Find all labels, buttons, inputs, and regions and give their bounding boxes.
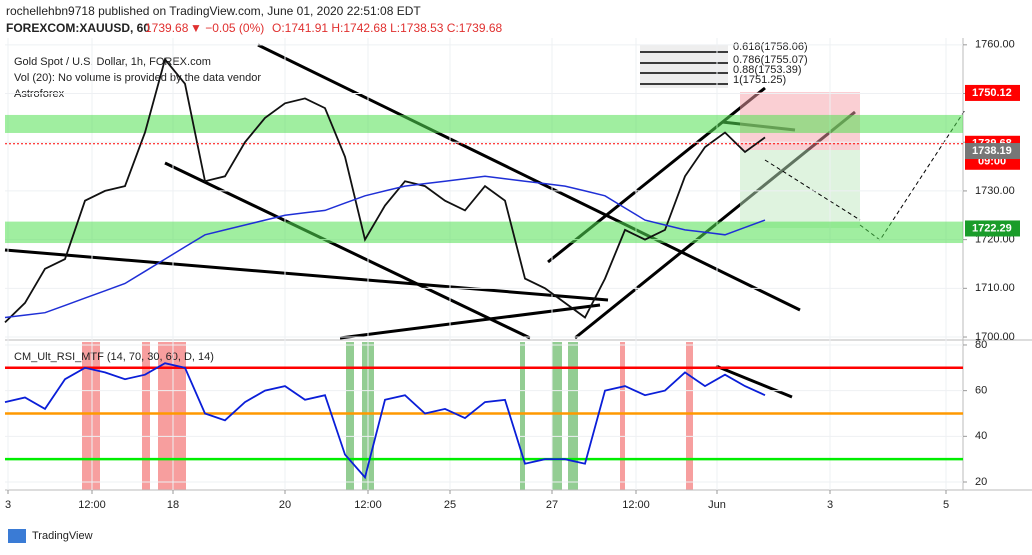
x-tick-label: 3 (827, 499, 833, 511)
y-tick-label: 20 (975, 476, 987, 488)
drawings (4, 43, 966, 399)
x-tick-label: 18 (167, 499, 179, 511)
x-tick-label: 20 (279, 499, 291, 511)
highlight (552, 342, 562, 490)
price-tag (965, 84, 1020, 101)
y-tick-label: 40 (975, 430, 987, 442)
price-tag-label: 1750.12 (972, 87, 1012, 99)
x-tick-label: 5 (943, 499, 949, 511)
series-line (4, 362, 766, 480)
y-tick-label: 1720.00 (975, 234, 1015, 246)
x-tick-label: 12:00 (78, 499, 106, 511)
highlight (520, 342, 525, 490)
fib-levels (640, 51, 728, 85)
ohlc: O:1741.91 H:1742.68 L:1738.53 C:1739.68 (272, 21, 503, 35)
y-tick-label: 1700.00 (975, 331, 1015, 343)
series-line (4, 175, 766, 319)
trend-line (339, 303, 601, 340)
highlight (142, 342, 150, 490)
target-zone (740, 150, 860, 228)
y-tick-label: 1710.00 (975, 282, 1015, 294)
highlight (346, 342, 354, 490)
x-tick-label: 27 (546, 499, 558, 511)
highlight (686, 342, 693, 490)
highlight (82, 342, 100, 490)
y-tick-label: 1730.00 (975, 185, 1015, 197)
fib-label: 0.618(1758.06) (733, 41, 808, 53)
x-tick-label: 12:00 (622, 499, 650, 511)
x-tick-label: Jun (708, 499, 726, 511)
symbol: FOREXCOM:XAUUSD, 60 (6, 21, 150, 35)
zone (5, 114, 963, 133)
rsi-title: CM_Ult_RSI_MTF (14, 70, 30, 60, D, 14) (14, 351, 214, 363)
y-tick-label: 1760.00 (975, 39, 1015, 51)
x-tick-label: 3 (5, 499, 11, 511)
x-tick-label: 12:00 (354, 499, 382, 511)
last: 1739.68 (145, 21, 189, 35)
fib-label: 1(1751.25) (733, 74, 786, 86)
y-tick-label: 60 (975, 385, 987, 397)
fib-label: 0.88(1753.39) (733, 64, 802, 76)
price-tag (965, 143, 1020, 160)
legend-volume: Vol (20): No volume is provided by the d… (14, 72, 261, 84)
zone (5, 221, 963, 244)
publisher: rochellehbn9718 published on TradingView… (6, 4, 421, 18)
price-tag (965, 220, 1020, 237)
rsi-trend-line (715, 364, 793, 399)
highlight (568, 342, 578, 490)
y-tick-label: 80 (975, 339, 987, 351)
series-line (4, 57, 766, 324)
price-tag-label: 1738.19 (972, 145, 1012, 157)
x-tick-label: 25 (444, 499, 456, 511)
trend-line (164, 161, 531, 340)
change: ▼ −0.05 (0%) (190, 21, 264, 35)
legend-title: Gold Spot / U.S. Dollar, 1h, FOREX.com (14, 56, 211, 68)
trend-line (257, 43, 801, 312)
fib-label: 0.786(1755.07) (733, 54, 808, 66)
trend-line (4, 248, 609, 302)
footer-logo: TradingView (32, 530, 93, 542)
highlight (620, 342, 625, 490)
logo-icon (8, 529, 26, 543)
price-tag-label: 1722.29 (972, 222, 1012, 234)
